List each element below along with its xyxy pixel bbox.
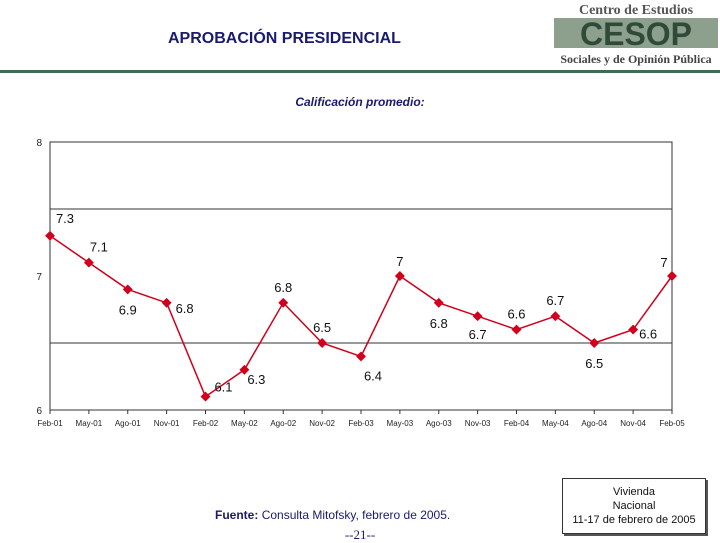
data-label: 6.1	[214, 380, 232, 395]
x-tick-label: Ago-01	[115, 419, 141, 428]
x-tick-label: Nov-03	[465, 419, 491, 428]
data-point	[239, 364, 250, 375]
data-label: 6.8	[274, 280, 292, 295]
data-label: 6.6	[639, 327, 657, 342]
data-label: 6.6	[507, 307, 525, 322]
data-label: 6.5	[585, 356, 603, 371]
x-tick-label: Ago-04	[581, 419, 607, 428]
data-label: 6.7	[546, 293, 564, 308]
page-title: APROBACIÓN PRESIDENCIAL	[168, 30, 401, 47]
cesop-logo: Centro de Estudios CESOP Sociales y de O…	[554, 3, 718, 66]
data-point	[161, 297, 172, 308]
data-point	[589, 338, 600, 348]
x-tick-label: May-02	[231, 419, 258, 428]
data-label: 6.7	[469, 327, 487, 342]
data-label: 6.5	[313, 320, 331, 335]
data-point	[667, 271, 677, 281]
data-label: 7	[396, 254, 403, 269]
x-tick-label: Feb-05	[659, 419, 685, 428]
data-label: 6.8	[430, 316, 448, 331]
data-point	[550, 311, 561, 322]
logo-mid-text: CESOP	[580, 16, 692, 52]
data-label: 7	[660, 255, 667, 270]
x-tick-label: Nov-02	[309, 419, 335, 428]
x-tick-label: Feb-04	[504, 419, 530, 428]
data-label: 6.8	[176, 301, 194, 316]
y-tick-label: 7	[36, 272, 42, 283]
header-divider	[0, 70, 720, 73]
page-number: --21--	[344, 527, 376, 542]
x-tick-label: May-03	[387, 419, 414, 428]
data-point	[122, 284, 133, 295]
x-tick-label: Feb-03	[348, 419, 374, 428]
line-chart: 6 7 8 Feb-01 May-01 Ago-01 Nov-01 Feb-02 May-02 A…	[36, 138, 685, 428]
x-tick-label: Nov-01	[154, 419, 180, 428]
data-point	[472, 311, 483, 322]
x-tick-label: Ago-02	[270, 419, 296, 428]
data-label: 7.3	[56, 211, 74, 226]
data-point	[45, 230, 55, 241]
data-point	[278, 297, 289, 308]
survey-info-box: Vivienda Nacional 11-17 de febrero de 20…	[562, 478, 706, 534]
logo-top-text: Centro de Estudios	[579, 3, 694, 18]
data-point	[628, 324, 639, 335]
y-tick-label: 8	[36, 138, 42, 149]
data-label: 6.4	[364, 368, 382, 383]
data-label: 6.3	[247, 372, 265, 387]
x-tick-label: May-04	[542, 419, 569, 428]
data-point	[83, 257, 94, 268]
data-point	[511, 324, 522, 335]
chart-subtitle: Calificación promedio:	[295, 95, 425, 109]
source-text: Consulta Mitofsky, febrero de 2005.	[261, 508, 451, 522]
data-point	[433, 297, 444, 308]
logo-bottom-text: Sociales y de Opinión Pública	[560, 52, 711, 66]
box-line-1: Vivienda	[613, 486, 655, 498]
data-label: 6.9	[119, 302, 137, 317]
data-point	[200, 391, 211, 402]
series-line	[49, 235, 673, 398]
y-tick-label: 6	[36, 406, 42, 417]
x-tick-label: Feb-01	[37, 419, 63, 428]
data-point	[356, 351, 366, 362]
x-tick-label: May-01	[76, 419, 103, 428]
plot-frame	[49, 141, 673, 411]
source-label: Fuente:	[215, 508, 259, 522]
source-note: Fuente: Consulta Mitofsky, febrero de 20…	[215, 508, 450, 522]
x-tick-label: Feb-02	[193, 419, 219, 428]
x-tick-label: Nov-04	[620, 419, 646, 428]
x-tick-label: Ago-03	[426, 419, 452, 428]
data-label: 7.1	[90, 240, 108, 255]
data-point	[394, 271, 405, 281]
box-line-3: 11-17 de febrero de 2005	[572, 514, 696, 526]
box-line-2: Nacional	[612, 500, 656, 512]
